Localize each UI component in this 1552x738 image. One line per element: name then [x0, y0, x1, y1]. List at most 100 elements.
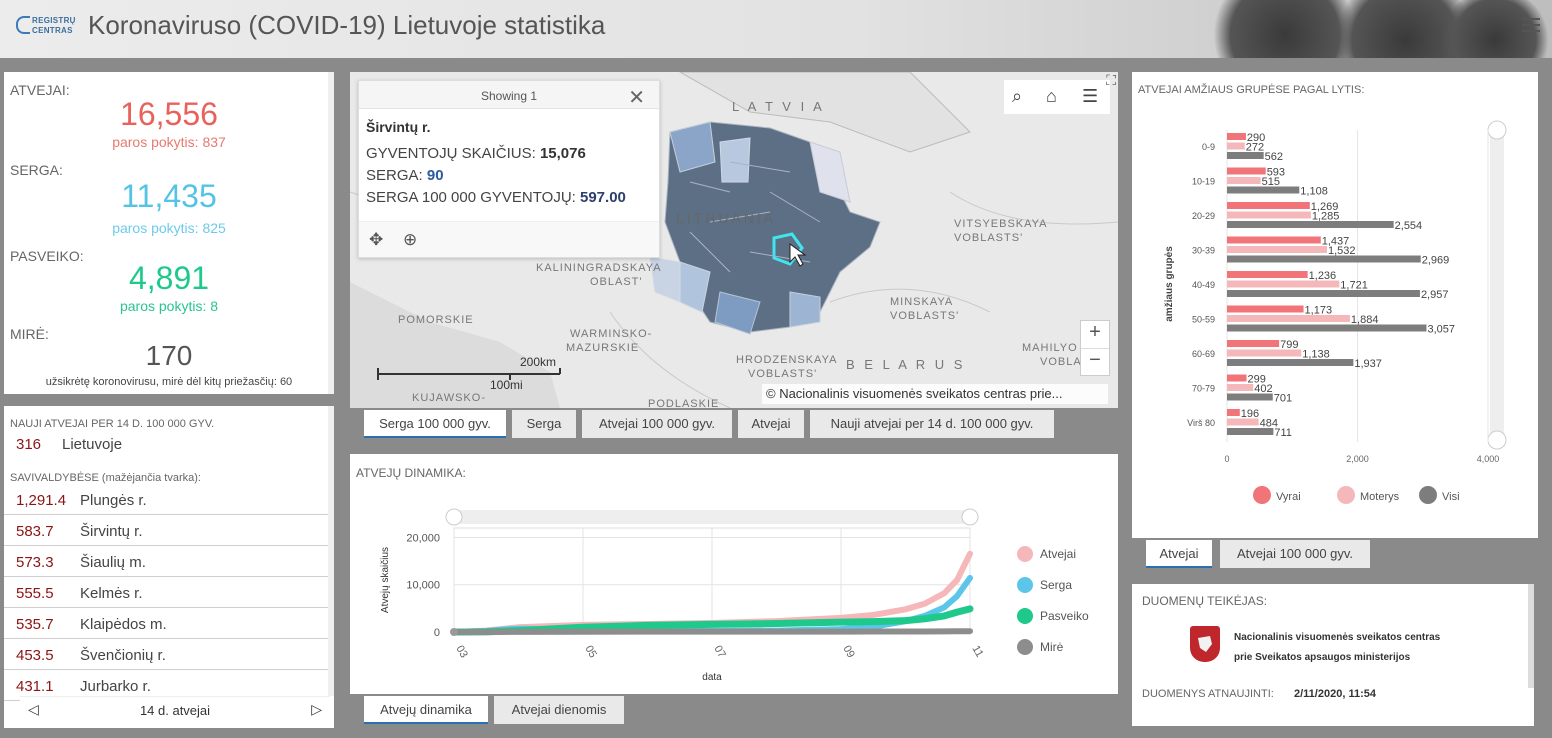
- tab-serga-100k[interactable]: Serga 100 000 gyv.: [364, 410, 506, 438]
- ranking-row[interactable]: 1,291.4 Plungės r.: [4, 484, 330, 515]
- ranking-row[interactable]: 453.5 Švenčionių r.: [4, 639, 330, 670]
- menu-icon[interactable]: [1522, 18, 1540, 32]
- bar-visi[interactable]: [1227, 428, 1274, 435]
- bar-moterys[interactable]: [1227, 280, 1340, 288]
- bar-value-label: 799: [1280, 339, 1298, 351]
- scroll-handle-bottom[interactable]: [1487, 430, 1507, 450]
- series-line-mirė[interactable]: [451, 628, 973, 635]
- scrollbar[interactable]: [1528, 584, 1534, 688]
- next-arrow-icon[interactable]: ▷: [311, 701, 322, 717]
- legend-label[interactable]: Serga: [1040, 578, 1072, 592]
- legend-label[interactable]: Vyrai: [1276, 491, 1301, 503]
- series-start-point: [450, 628, 458, 636]
- tab-age-cases-100k[interactable]: Atvejai 100 000 gyv.: [1220, 540, 1370, 568]
- bar-moterys[interactable]: [1227, 142, 1245, 150]
- bar-vyrai[interactable]: [1227, 167, 1266, 175]
- pan-to-icon[interactable]: ✥: [369, 230, 384, 249]
- bar-visi[interactable]: [1227, 393, 1273, 401]
- bar-visi[interactable]: [1227, 255, 1421, 263]
- map-toolbar: ⌕ ⌂ ☰: [1004, 80, 1110, 114]
- range-handle-left[interactable]: [445, 508, 463, 526]
- scroll-handle-top[interactable]: [1487, 120, 1507, 140]
- label-belarus: B E L A R U S: [846, 357, 966, 372]
- legend-label[interactable]: Visi: [1442, 491, 1460, 503]
- range-navigator[interactable]: [454, 510, 970, 524]
- zoom-out-button[interactable]: −: [1081, 348, 1109, 375]
- category-label: 60-69: [1192, 349, 1215, 359]
- bar-moterys[interactable]: [1227, 315, 1350, 322]
- bar-value-label: 1,721: [1340, 280, 1368, 292]
- fullscreen-icon[interactable]: ⛶: [1106, 72, 1116, 88]
- y-axis-label: amžiaus grupės: [1164, 246, 1175, 322]
- scrollbar[interactable]: [328, 72, 334, 394]
- bar-value-label: 1,937: [1354, 358, 1382, 370]
- bar-vyrai[interactable]: [1227, 236, 1321, 244]
- bar-vyrai[interactable]: [1227, 305, 1304, 313]
- tab-atvejai-100k[interactable]: Atvejai 100 000 gyv.: [582, 410, 732, 438]
- row-name: Švenčionių r.: [80, 647, 166, 664]
- tab-serga[interactable]: Serga: [512, 410, 576, 438]
- bar-visi[interactable]: [1227, 324, 1427, 332]
- legend-dot[interactable]: [1017, 608, 1033, 624]
- bar-visi[interactable]: [1227, 152, 1264, 159]
- label-minsk-2: VOBLASTS': [890, 310, 960, 322]
- bar-value-label: 1,173: [1305, 305, 1333, 317]
- legend-dot[interactable]: [1337, 486, 1355, 504]
- legend-dot[interactable]: [1017, 639, 1033, 655]
- ranking-row[interactable]: 555.5 Kelmės r.: [4, 577, 330, 608]
- tab-age-cases[interactable]: Atvejai: [1146, 540, 1212, 568]
- tab-atvejai[interactable]: Atvejai: [738, 410, 804, 438]
- home-icon[interactable]: ⌂: [1046, 86, 1057, 106]
- bar-visi[interactable]: [1227, 359, 1354, 366]
- bar-value-label: 196: [1241, 408, 1259, 420]
- scrollbar[interactable]: [328, 406, 334, 696]
- bar-moterys[interactable]: [1227, 349, 1302, 357]
- ranking-row[interactable]: 573.3 Šiaulių m.: [4, 546, 330, 577]
- bar-moterys[interactable]: [1227, 177, 1261, 184]
- bar-vyrai[interactable]: [1227, 340, 1280, 347]
- app-header: REGISTRŲ CENTRAS Koronaviruso (COVID-19)…: [0, 0, 1552, 58]
- chart-scrollbar[interactable]: [1490, 130, 1504, 440]
- bar-moterys[interactable]: [1227, 384, 1254, 391]
- legend-label[interactable]: Pasveiko: [1040, 609, 1089, 623]
- bar-visi[interactable]: [1227, 221, 1394, 228]
- legend-label[interactable]: Moterys: [1360, 491, 1400, 503]
- legend-dot[interactable]: [1253, 486, 1271, 504]
- tab-new-cases-14d[interactable]: Nauji atvejai per 14 d. 100 000 gyv.: [810, 410, 1054, 438]
- ranking-row[interactable]: 535.7 Klaipėdos m.: [4, 608, 330, 639]
- bar-vyrai[interactable]: [1227, 374, 1247, 382]
- bar-vyrai[interactable]: [1227, 271, 1308, 278]
- bar-visi[interactable]: [1227, 186, 1300, 194]
- legend-dot[interactable]: [1419, 486, 1437, 504]
- prev-arrow-icon[interactable]: ◁: [28, 701, 39, 717]
- legend-dot[interactable]: [1017, 546, 1033, 562]
- bar-vyrai[interactable]: [1227, 409, 1240, 416]
- bar-moterys[interactable]: [1227, 418, 1259, 426]
- bar-value-label: 1,236: [1309, 270, 1337, 282]
- search-icon[interactable]: ⌕: [1012, 86, 1023, 106]
- y-tick-label: 10,000: [406, 580, 440, 592]
- tab-dynamics[interactable]: Atvejų dinamika: [364, 696, 488, 724]
- ranking-row[interactable]: 583.7 Širvintų r.: [4, 515, 330, 546]
- range-handle-right[interactable]: [961, 508, 979, 526]
- bar-moterys[interactable]: [1227, 246, 1327, 253]
- legend-label[interactable]: Mirė: [1040, 640, 1064, 654]
- tab-daily-cases[interactable]: Atvejai dienomis: [494, 696, 624, 724]
- close-icon[interactable]: ✕: [628, 87, 645, 109]
- label-kujawsko: KUJAWSKO-: [412, 392, 486, 404]
- bar-vyrai[interactable]: [1227, 202, 1310, 209]
- bar-moterys[interactable]: [1227, 211, 1311, 219]
- zoom-to-icon[interactable]: ⊕: [403, 230, 418, 249]
- legend-label[interactable]: Atvejai: [1040, 547, 1076, 561]
- legend-dot[interactable]: [1017, 577, 1033, 593]
- layer-list-icon[interactable]: ☰: [1082, 86, 1099, 106]
- provider-line-1: Nacionalinis visuomenės sveikatos centra…: [1234, 632, 1441, 643]
- zoom-in-button[interactable]: +: [1089, 321, 1101, 343]
- dynamics-chart[interactable]: 03 05 07 09 11 0 10,000 20,000 Atvejų skaičius da…: [350, 454, 1118, 694]
- bar-vyrai[interactable]: [1227, 133, 1246, 140]
- bar-visi[interactable]: [1227, 290, 1420, 297]
- recovered-label: PASVEIKO:: [10, 248, 84, 264]
- map-view[interactable]: L A T V I A LITHUANIA VITSYEBSKAYA VOBLA…: [350, 72, 1118, 408]
- lithuania-districts[interactable]: [649, 121, 881, 335]
